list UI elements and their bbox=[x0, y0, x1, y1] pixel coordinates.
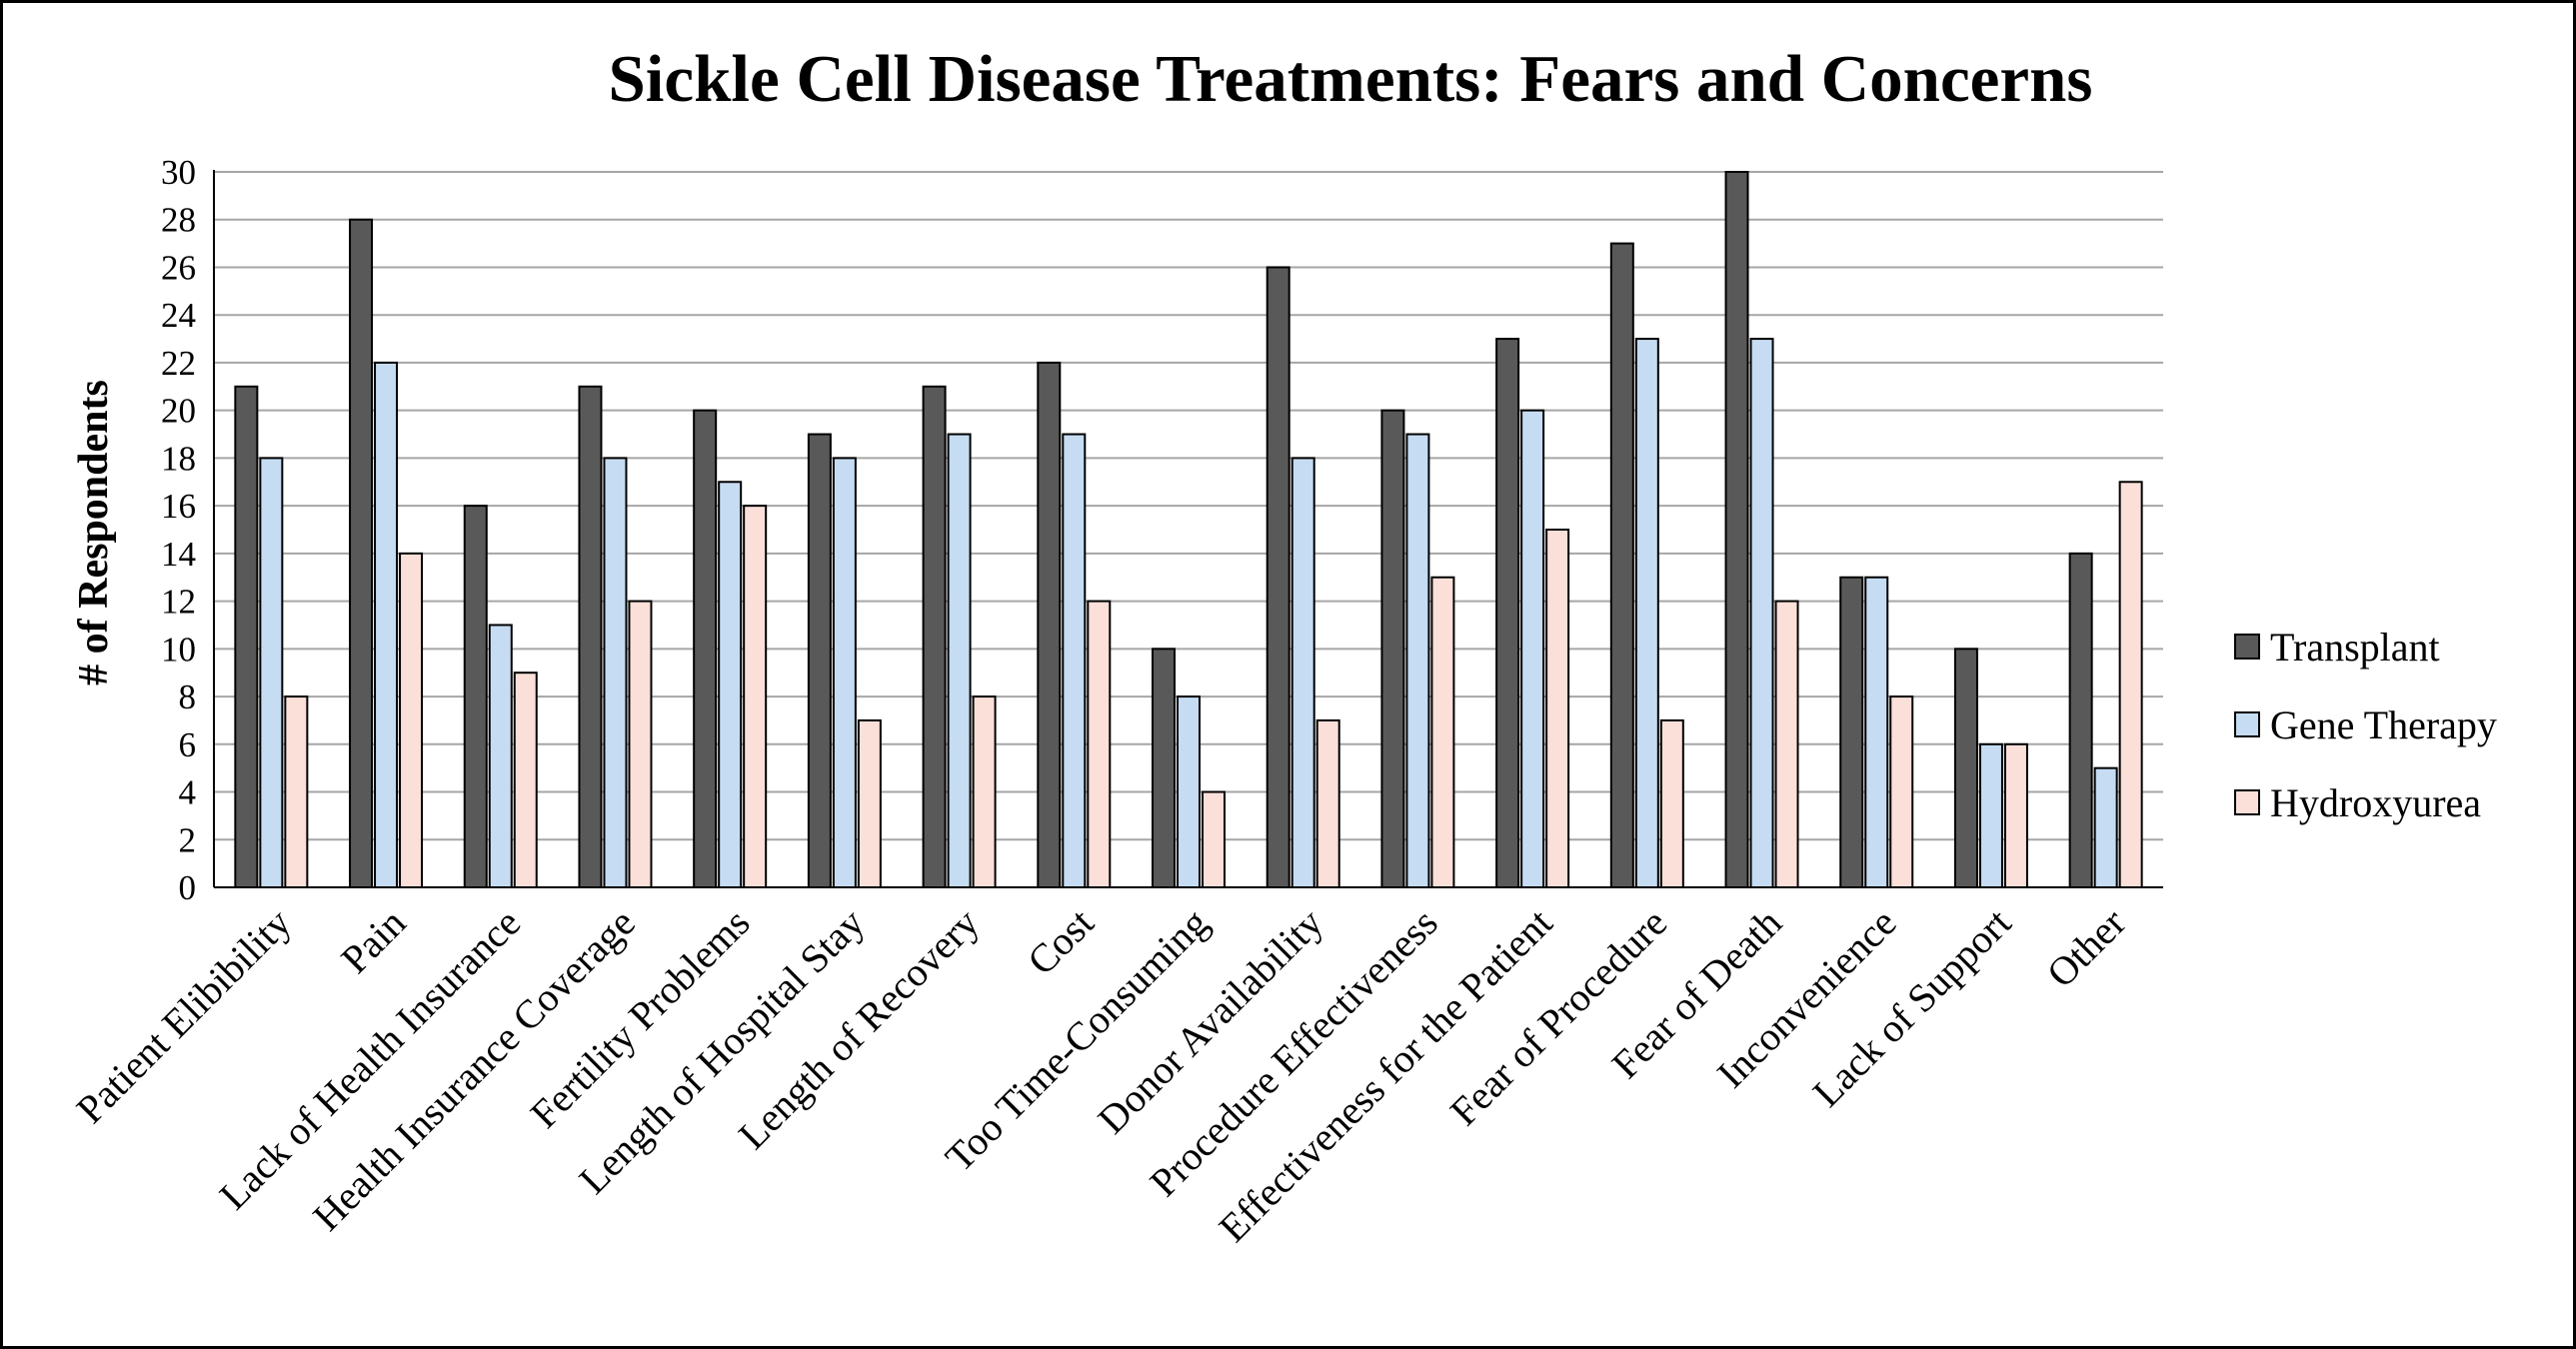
y-tick-label: 24 bbox=[161, 296, 196, 335]
y-tick-label: 10 bbox=[161, 630, 196, 669]
legend: Transplant Gene Therapy Hydroxyurea bbox=[2234, 625, 2497, 825]
x-category-label: Cost bbox=[1019, 900, 1103, 984]
y-tick-label: 18 bbox=[161, 439, 196, 478]
bar-gene-therapy bbox=[1177, 695, 1201, 888]
bar-transplant bbox=[807, 433, 832, 888]
y-tick-label: 30 bbox=[161, 153, 196, 192]
bar-gene-therapy bbox=[259, 457, 284, 888]
bar-hydroxyurea bbox=[1659, 718, 1684, 889]
y-axis-label: # of Respondents bbox=[71, 380, 117, 685]
bar-gene-therapy bbox=[1978, 742, 2003, 888]
bar-transplant bbox=[578, 385, 603, 888]
bar-hydroxyurea bbox=[1774, 600, 1799, 888]
bar-hydroxyurea bbox=[399, 552, 424, 888]
y-tick-label: 22 bbox=[161, 344, 196, 383]
bar-hydroxyurea bbox=[1202, 790, 1226, 888]
bar-transplant bbox=[1609, 242, 1634, 889]
x-category-label: Lack of Support bbox=[1804, 900, 2020, 1116]
bar-gene-therapy bbox=[1405, 433, 1430, 888]
bar-gene-therapy bbox=[603, 457, 628, 888]
bar-gene-therapy bbox=[1062, 433, 1087, 888]
bar-hydroxyurea bbox=[2003, 742, 2028, 888]
bars-group bbox=[234, 171, 2143, 889]
bar-transplant bbox=[2068, 552, 2093, 888]
bar-hydroxyurea bbox=[2118, 481, 2143, 888]
bar-gene-therapy bbox=[1864, 576, 1889, 888]
bar-gene-therapy bbox=[1749, 338, 1774, 889]
bar-hydroxyurea bbox=[1430, 576, 1455, 888]
bar-gene-therapy bbox=[1520, 409, 1545, 888]
bar-gene-therapy bbox=[947, 433, 972, 888]
bar-hydroxyurea bbox=[1545, 529, 1570, 888]
bar-transplant bbox=[1724, 171, 1749, 888]
bar-transplant bbox=[1839, 576, 1864, 888]
bar-hydroxyurea bbox=[972, 695, 997, 888]
bar-hydroxyurea bbox=[743, 505, 768, 888]
y-tick-label: 6 bbox=[179, 725, 197, 764]
bar-gene-therapy bbox=[832, 457, 857, 888]
legend-swatch-gene-therapy bbox=[2234, 711, 2260, 737]
bar-gene-therapy bbox=[1290, 457, 1315, 888]
legend-label: Hydroxyurea bbox=[2270, 780, 2481, 825]
y-tick-label: 8 bbox=[179, 677, 197, 716]
bar-gene-therapy bbox=[1634, 338, 1659, 889]
x-category-label: Pain bbox=[332, 900, 414, 982]
bar-gene-therapy bbox=[488, 624, 513, 888]
bar-chart: Sickle Cell Disease Treatments: Fears an… bbox=[68, 42, 2497, 1251]
y-tick-label: 28 bbox=[161, 201, 196, 240]
x-category-label: Patient Elibibility bbox=[68, 900, 300, 1132]
legend-label: Transplant bbox=[2270, 625, 2440, 670]
bar-gene-therapy bbox=[2093, 766, 2118, 889]
gridlines bbox=[214, 171, 2163, 841]
y-tick-label: 20 bbox=[161, 392, 196, 431]
bar-transplant bbox=[1266, 266, 1290, 888]
bar-hydroxyurea bbox=[857, 718, 882, 889]
bar-gene-therapy bbox=[718, 481, 743, 888]
y-tick-label: 0 bbox=[179, 868, 197, 907]
y-tick-label: 4 bbox=[179, 773, 197, 812]
bar-transplant bbox=[1495, 338, 1520, 889]
y-tick-label: 16 bbox=[161, 487, 196, 526]
bar-transplant bbox=[922, 385, 947, 888]
legend-swatch-hydroxyurea bbox=[2234, 789, 2260, 815]
legend-label: Gene Therapy bbox=[2270, 702, 2497, 747]
bar-hydroxyurea bbox=[513, 672, 538, 889]
y-tick-label: 14 bbox=[161, 535, 196, 574]
y-tick-label: 2 bbox=[179, 820, 197, 859]
bar-hydroxyurea bbox=[628, 600, 653, 888]
bar-transplant bbox=[463, 505, 488, 888]
bar-transplant bbox=[234, 385, 259, 888]
x-category-label: Other bbox=[2038, 900, 2134, 996]
axes-group bbox=[213, 170, 2163, 888]
bar-transplant bbox=[1152, 648, 1176, 888]
bar-transplant bbox=[1037, 361, 1062, 888]
bar-transplant bbox=[693, 409, 718, 888]
bar-transplant bbox=[1953, 648, 1978, 888]
bar-hydroxyurea bbox=[1889, 695, 1914, 888]
bar-hydroxyurea bbox=[1315, 718, 1340, 889]
legend-swatch-transplant bbox=[2234, 634, 2260, 660]
bar-hydroxyurea bbox=[284, 695, 309, 888]
bar-gene-therapy bbox=[374, 361, 399, 888]
bar-transplant bbox=[1380, 409, 1405, 888]
y-tick-label: 26 bbox=[161, 248, 196, 287]
chart-title: Sickle Cell Disease Treatments: Fears an… bbox=[609, 42, 2093, 116]
bar-hydroxyurea bbox=[1087, 600, 1112, 888]
bar-transplant bbox=[349, 218, 374, 888]
y-tick-label: 12 bbox=[161, 583, 196, 622]
